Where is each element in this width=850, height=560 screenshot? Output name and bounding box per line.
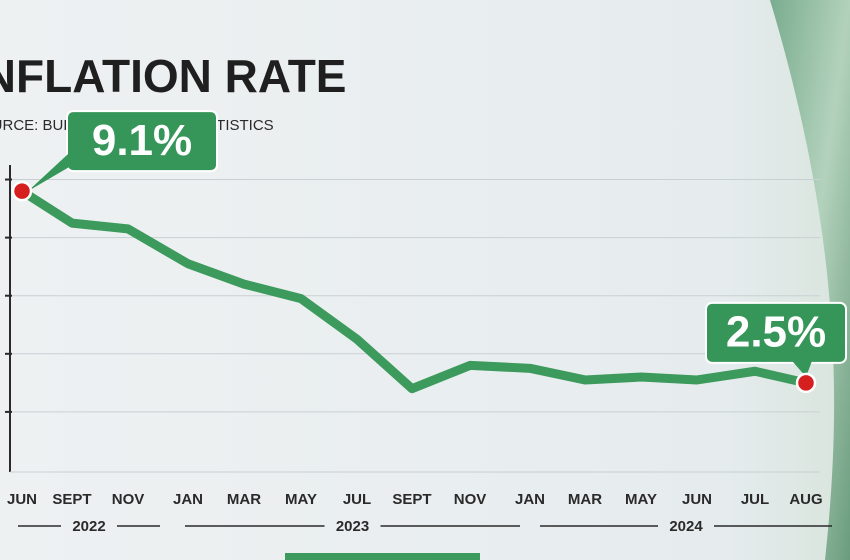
year-label: 2024 xyxy=(669,518,703,535)
end-point xyxy=(795,372,817,394)
x-tick-label: JAN xyxy=(515,491,545,508)
callout: 9.1% xyxy=(28,110,218,192)
x-tick-label: JUN xyxy=(682,491,712,508)
x-tick-label: MAY xyxy=(625,491,657,508)
x-tick-label: SEPT xyxy=(52,491,91,508)
x-tick-label: JUN xyxy=(7,491,37,508)
end-point xyxy=(11,180,33,202)
money-backdrop xyxy=(770,0,850,560)
year-label: 2022 xyxy=(72,518,105,535)
lower-bar xyxy=(285,553,480,560)
x-tick-label: JAN xyxy=(173,491,203,508)
x-tick-label: JUL xyxy=(741,491,769,508)
callout-pointer xyxy=(28,153,69,192)
x-tick-label: NOV xyxy=(454,491,487,508)
data-line xyxy=(17,186,811,394)
x-tick-label: MAR xyxy=(568,491,602,508)
value-label: 2.5% xyxy=(726,307,826,356)
x-tick-label: MAY xyxy=(285,491,317,508)
x-tick-label: JUL xyxy=(343,491,371,508)
x-tick-label: AUG xyxy=(789,491,822,508)
x-tick-label: MAR xyxy=(227,491,261,508)
year-label: 2023 xyxy=(336,518,369,535)
value-label: 9.1% xyxy=(92,116,192,165)
x-tick-label: SEPT xyxy=(392,491,431,508)
callout-box xyxy=(705,301,847,364)
callout: 2.5% xyxy=(705,301,847,377)
callout-box xyxy=(66,110,218,173)
x-tick-label: NOV xyxy=(112,491,145,508)
chart-title: INFLATION RATE xyxy=(0,50,346,102)
